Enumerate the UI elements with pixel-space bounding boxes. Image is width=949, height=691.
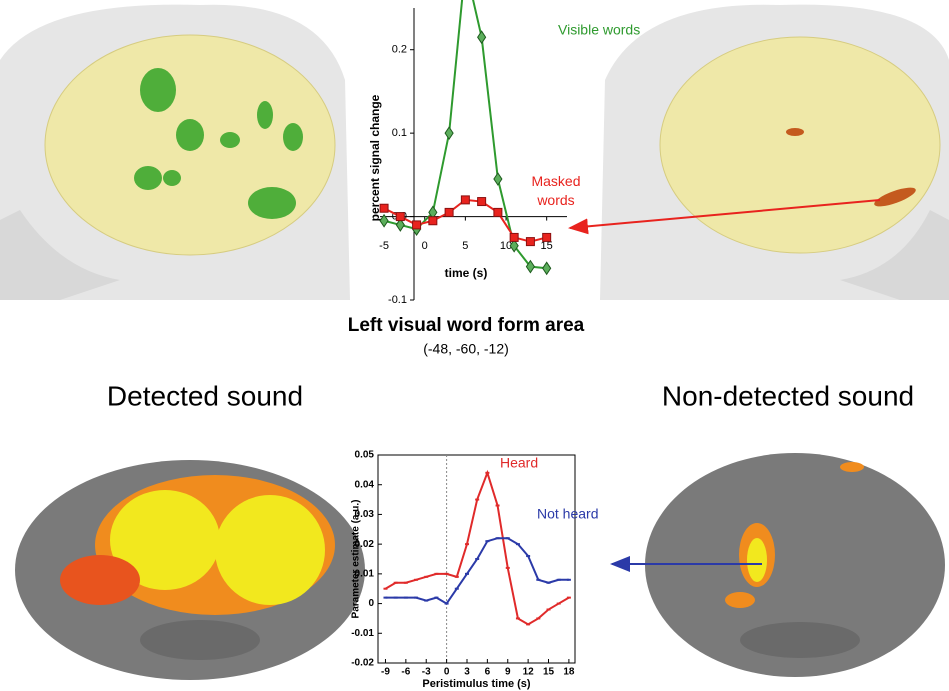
panel-heading: Detected sound — [107, 380, 303, 411]
y-tick-label: 0 — [368, 598, 374, 609]
x-tick-label: -5 — [379, 240, 389, 252]
region-title: Left visual word form area — [348, 315, 585, 336]
data-point — [413, 221, 421, 229]
data-point — [543, 262, 551, 274]
y-tick-label: -0.1 — [388, 294, 407, 306]
x-tick-label: -9 — [381, 667, 390, 678]
data-point — [478, 31, 486, 43]
data-point — [396, 213, 404, 221]
x-tick-label: 5 — [462, 240, 468, 252]
x-tick-label: 6 — [485, 667, 491, 678]
legend-label: Heard — [500, 455, 538, 471]
y-tick-label: 0.2 — [392, 44, 407, 56]
series-line — [384, 200, 547, 242]
data-point — [478, 198, 486, 206]
y-tick-label: -0.01 — [351, 628, 374, 639]
data-point — [380, 204, 388, 212]
series-line — [385, 473, 568, 625]
x-tick-label: 12 — [523, 667, 535, 678]
data-point — [510, 233, 518, 241]
figure: Left visual word form area (-48, -60, -1… — [0, 0, 949, 691]
y-tick-label: 0.05 — [355, 450, 375, 461]
x-tick-label: 0 — [444, 667, 450, 678]
brain-image-visible — [0, 5, 350, 300]
x-axis-label: time (s) — [445, 266, 488, 280]
panel-heading: Non-detected sound — [662, 380, 914, 411]
legend-label: Not heard — [537, 506, 598, 522]
data-point — [445, 208, 453, 216]
x-tick-label: -3 — [422, 667, 431, 678]
series-line — [384, 0, 547, 268]
plot-area — [383, 473, 570, 625]
data-point — [461, 196, 469, 204]
brain-image-detected — [15, 460, 365, 680]
y-tick-label: 0.04 — [355, 479, 375, 490]
x-tick-label: 0 — [422, 240, 428, 252]
data-point — [429, 217, 437, 225]
data-point — [494, 173, 502, 185]
data-point — [526, 238, 534, 246]
x-tick-label: -6 — [401, 667, 410, 678]
x-tick-label: 15 — [543, 667, 555, 678]
y-tick-label: 0.1 — [392, 127, 407, 139]
brain-image-masked — [600, 5, 949, 300]
x-tick-label: 18 — [563, 667, 575, 678]
y-axis-label: percent signal change — [368, 94, 382, 221]
x-tick-label: 3 — [464, 667, 470, 678]
data-point — [494, 208, 502, 216]
legend-label: Visible words — [558, 22, 640, 38]
series-line — [385, 538, 568, 603]
y-tick-label: -0.02 — [351, 658, 374, 669]
data-point — [445, 127, 453, 139]
x-axis-label: Peristimulus time (s) — [422, 678, 531, 690]
coordinates: (-48, -60, -12) — [423, 341, 509, 357]
y-axis-label: Parameter estimate (a.u.) — [351, 500, 362, 619]
x-tick-label: 9 — [505, 667, 511, 678]
data-point — [543, 233, 551, 241]
